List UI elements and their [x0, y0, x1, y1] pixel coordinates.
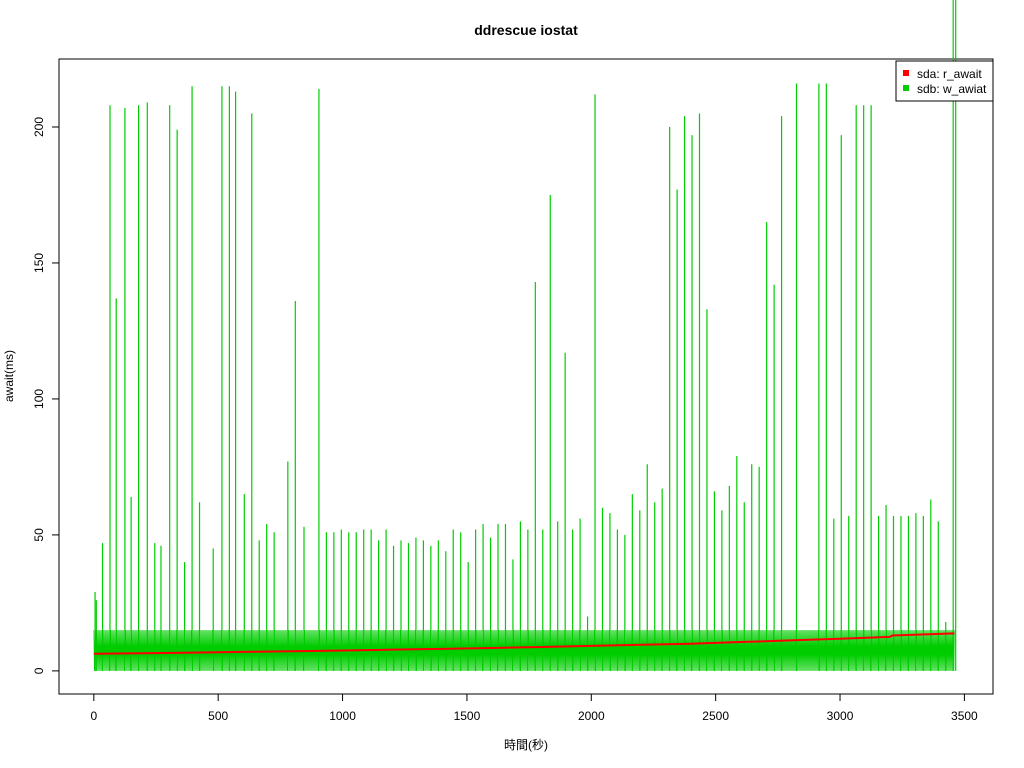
legend-swatch-sda — [903, 70, 909, 76]
sdb-baseline-line — [93, 630, 955, 671]
x-tick-label: 1000 — [329, 709, 356, 723]
legend-entry-sdb: sdb: w_awiat — [917, 82, 987, 96]
y-tick-label: 100 — [32, 389, 46, 409]
legend-box — [895, 60, 994, 102]
x-tick-label: 2500 — [702, 709, 729, 723]
series-sdb-w-awiat — [93, 0, 957, 671]
y-tick-label: 150 — [32, 253, 46, 273]
y-axis-label: await(ms) — [2, 350, 16, 402]
legend-entry-sda: sda: r_await — [917, 67, 982, 81]
x-axis-label: 時間(秒) — [504, 738, 548, 752]
x-tick-label: 0 — [90, 709, 97, 723]
x-tick-label: 3000 — [827, 709, 854, 723]
x-tick-label: 1500 — [454, 709, 481, 723]
legend-swatch-sdb — [903, 85, 909, 91]
x-tick-label: 500 — [208, 709, 228, 723]
sda-line — [93, 632, 955, 655]
y-tick-label: 200 — [32, 117, 46, 137]
y-axis: 0 50 100 150 200 — [32, 117, 60, 674]
x-tick-label: 2000 — [578, 709, 605, 723]
x-tick-label: 3500 — [951, 709, 978, 723]
series-sda-r-await — [93, 632, 955, 655]
y-tick-label: 50 — [32, 528, 46, 542]
plot-area — [93, 0, 957, 671]
chart-title: ddrescue iostat — [474, 22, 578, 38]
legend: sda: r_await sdb: w_awiat — [895, 60, 994, 102]
y-tick-label: 0 — [32, 667, 46, 674]
x-axis: 0 500 1000 1500 2000 2500 3000 3500 — [90, 693, 978, 723]
